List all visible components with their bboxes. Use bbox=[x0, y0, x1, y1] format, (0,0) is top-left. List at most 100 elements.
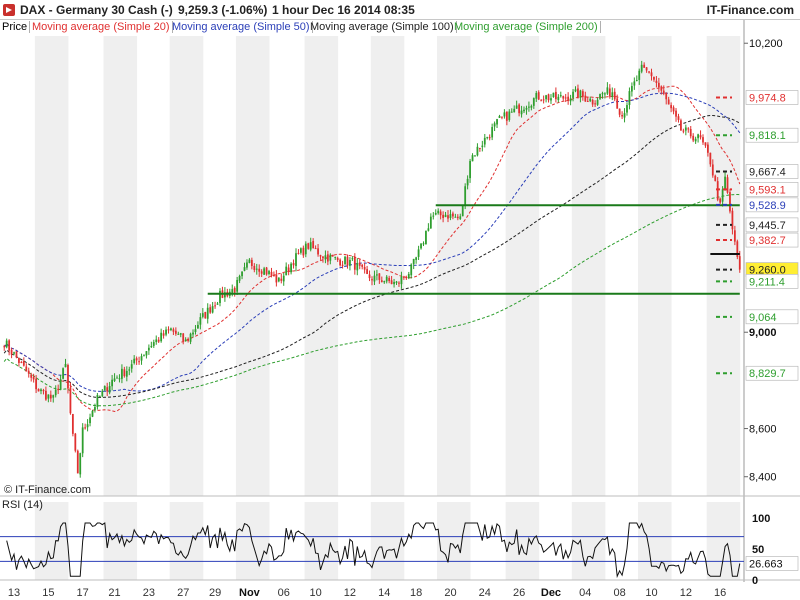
candle-body[interactable] bbox=[135, 358, 138, 361]
candle-body[interactable] bbox=[86, 424, 89, 428]
candle-body[interactable] bbox=[358, 262, 361, 266]
candle-body[interactable] bbox=[368, 274, 371, 279]
candle-body[interactable] bbox=[621, 115, 623, 117]
candle-body[interactable] bbox=[626, 105, 628, 113]
candle-body[interactable] bbox=[211, 306, 214, 313]
candle-body[interactable] bbox=[410, 264, 413, 276]
candle-body[interactable] bbox=[434, 212, 437, 215]
candle-body[interactable] bbox=[564, 97, 567, 99]
candle-body[interactable] bbox=[47, 394, 50, 399]
candle-body[interactable] bbox=[346, 256, 349, 266]
candle-body[interactable] bbox=[192, 332, 194, 335]
candle-body[interactable] bbox=[613, 91, 616, 100]
candle-body[interactable] bbox=[496, 119, 498, 125]
candle-body[interactable] bbox=[336, 257, 339, 260]
candle-body[interactable] bbox=[425, 230, 427, 245]
candle-body[interactable] bbox=[417, 249, 420, 257]
instrument-icon[interactable] bbox=[3, 4, 15, 16]
candle-body[interactable] bbox=[501, 116, 503, 118]
candle-body[interactable] bbox=[380, 280, 383, 283]
candle-body[interactable] bbox=[10, 349, 13, 355]
candlesticks[interactable] bbox=[3, 60, 741, 478]
candle-body[interactable] bbox=[297, 252, 300, 254]
candle-body[interactable] bbox=[170, 328, 172, 331]
legend-item-sma50[interactable]: Moving average (Simple 50) bbox=[170, 21, 313, 33]
candle-body[interactable] bbox=[40, 389, 42, 392]
candle-body[interactable] bbox=[74, 433, 77, 451]
candle-body[interactable] bbox=[76, 450, 79, 474]
candle-body[interactable] bbox=[716, 181, 719, 200]
candle-body[interactable] bbox=[268, 271, 270, 275]
candle-body[interactable] bbox=[270, 271, 273, 276]
candle-body[interactable] bbox=[219, 290, 221, 304]
candle-body[interactable] bbox=[439, 211, 442, 216]
support-lines[interactable] bbox=[207, 204, 740, 295]
candle-body[interactable] bbox=[552, 92, 555, 98]
candle-body[interactable] bbox=[721, 189, 724, 202]
candle-body[interactable] bbox=[675, 110, 677, 117]
candle-body[interactable] bbox=[542, 99, 545, 101]
candle-body[interactable] bbox=[677, 116, 680, 120]
candle-body[interactable] bbox=[309, 242, 312, 250]
candle-body[interactable] bbox=[341, 264, 344, 266]
candle-body[interactable] bbox=[684, 127, 687, 131]
candle-body[interactable] bbox=[37, 388, 40, 392]
candle-body[interactable] bbox=[277, 277, 280, 282]
candle-body[interactable] bbox=[150, 346, 153, 348]
candle-body[interactable] bbox=[606, 87, 609, 94]
candle-body[interactable] bbox=[628, 91, 631, 105]
candle-body[interactable] bbox=[285, 266, 288, 276]
candle-body[interactable] bbox=[32, 376, 35, 380]
candle-body[interactable] bbox=[121, 368, 123, 379]
candle-body[interactable] bbox=[243, 267, 246, 271]
candle-body[interactable] bbox=[665, 93, 668, 100]
candle-body[interactable] bbox=[71, 414, 74, 434]
candle-body[interactable] bbox=[273, 275, 275, 277]
candle-body[interactable] bbox=[481, 145, 484, 148]
candle-body[interactable] bbox=[282, 275, 285, 282]
candle-body[interactable] bbox=[62, 368, 64, 379]
candle-body[interactable] bbox=[363, 266, 366, 270]
candle-body[interactable] bbox=[407, 274, 410, 279]
candle-body[interactable] bbox=[437, 210, 440, 214]
candle-body[interactable] bbox=[35, 378, 37, 390]
candle-body[interactable] bbox=[292, 263, 295, 266]
candle-body[interactable] bbox=[523, 109, 525, 112]
candle-body[interactable] bbox=[22, 360, 25, 366]
candle-body[interactable] bbox=[545, 95, 547, 100]
candle-body[interactable] bbox=[653, 76, 655, 80]
candle-body[interactable] bbox=[633, 81, 636, 86]
candle-body[interactable] bbox=[537, 92, 540, 100]
candle-body[interactable] bbox=[113, 378, 116, 381]
candle-body[interactable] bbox=[339, 259, 342, 266]
candle-body[interactable] bbox=[498, 115, 501, 118]
candle-body[interactable] bbox=[503, 112, 506, 117]
candle-body[interactable] bbox=[366, 269, 368, 275]
candle-body[interactable] bbox=[356, 263, 359, 271]
candle-body[interactable] bbox=[250, 259, 253, 266]
candle-body[interactable] bbox=[69, 387, 72, 414]
candle-body[interactable] bbox=[427, 228, 430, 231]
candle-body[interactable] bbox=[111, 379, 114, 387]
candle-body[interactable] bbox=[199, 317, 202, 325]
candle-body[interactable] bbox=[314, 248, 317, 250]
candle-body[interactable] bbox=[707, 144, 709, 153]
candle-body[interactable] bbox=[155, 339, 158, 343]
candle-body[interactable] bbox=[714, 175, 717, 181]
candle-body[interactable] bbox=[520, 110, 523, 115]
candle-body[interactable] bbox=[334, 256, 337, 258]
candle-body[interactable] bbox=[263, 268, 266, 275]
candle-body[interactable] bbox=[591, 99, 594, 105]
candle-body[interactable] bbox=[525, 107, 528, 110]
candle-body[interactable] bbox=[515, 105, 518, 109]
candle-body[interactable] bbox=[388, 277, 391, 282]
candle-body[interactable] bbox=[532, 98, 535, 106]
candle-body[interactable] bbox=[91, 410, 94, 417]
candle-body[interactable] bbox=[461, 205, 464, 217]
candle-body[interactable] bbox=[562, 96, 565, 99]
candle-body[interactable] bbox=[611, 92, 614, 97]
candle-body[interactable] bbox=[667, 99, 670, 105]
candle-body[interactable] bbox=[201, 313, 204, 317]
candle-body[interactable] bbox=[324, 255, 327, 260]
candle-body[interactable] bbox=[349, 259, 351, 266]
